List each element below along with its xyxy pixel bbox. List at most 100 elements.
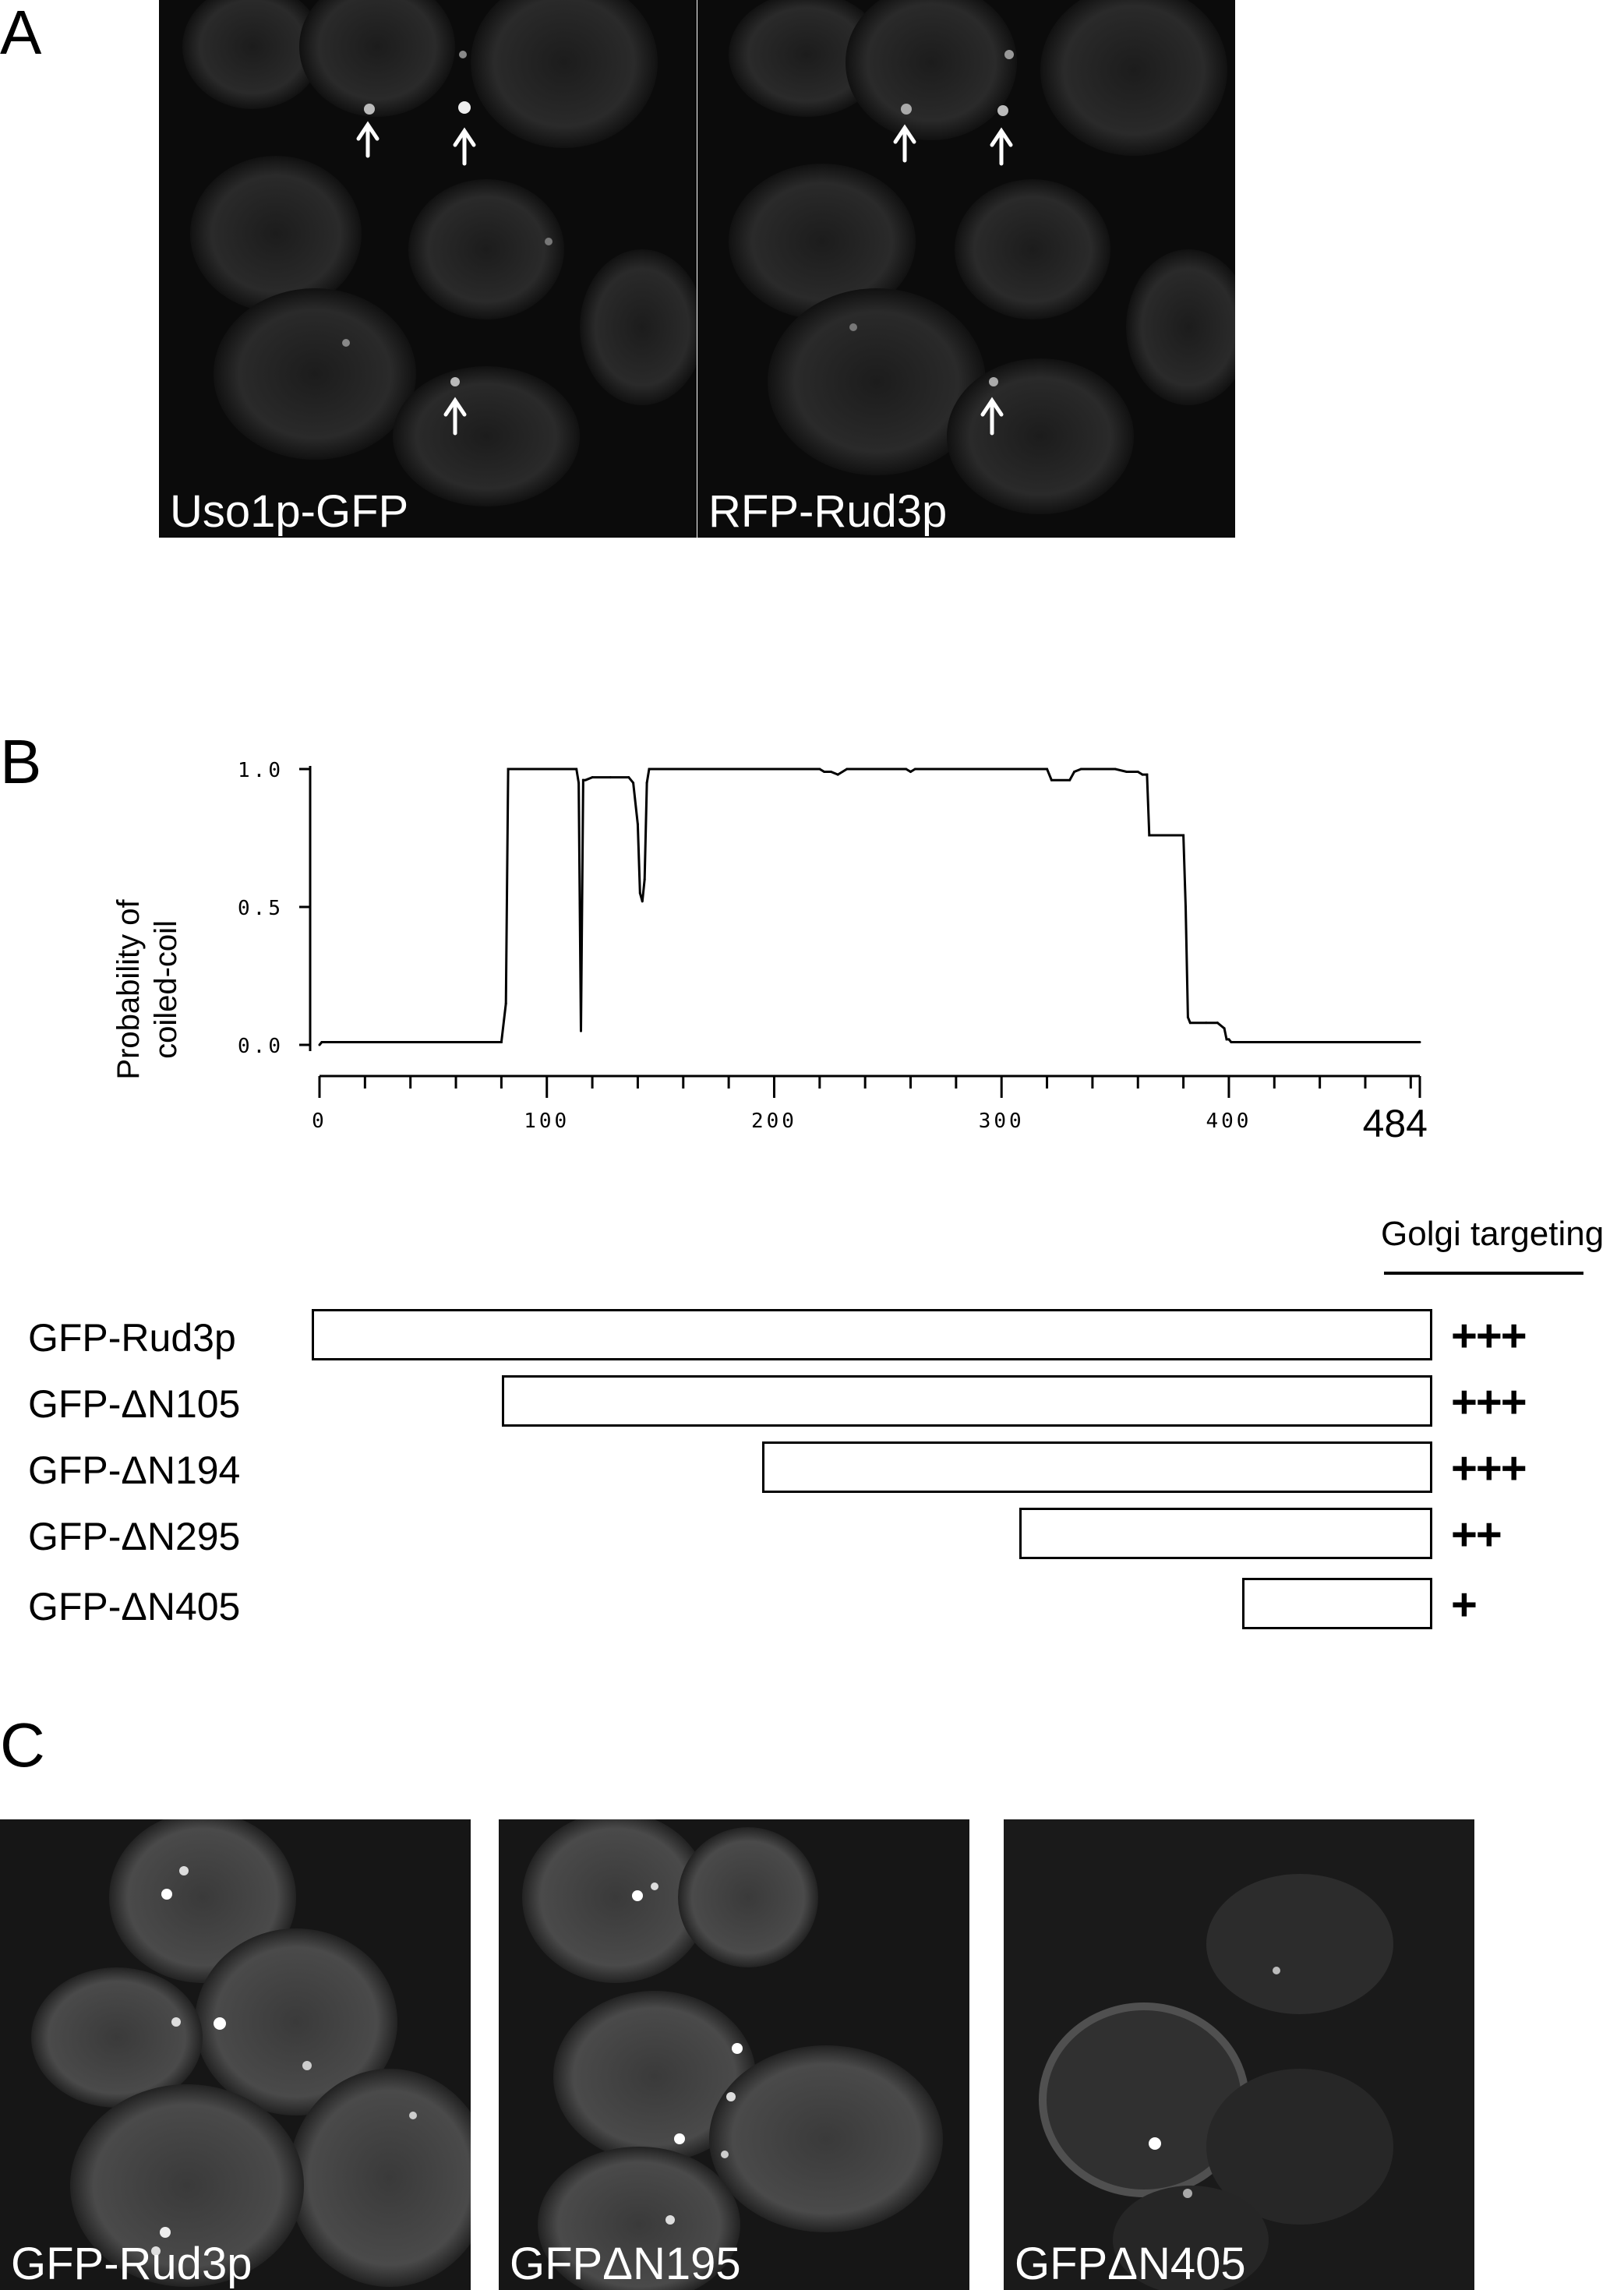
data-point (1091, 767, 1094, 771)
golgi-targeting-score: +++ (1451, 1377, 1527, 1427)
panel-label-a: A (0, 0, 42, 67)
data-point (638, 891, 641, 894)
micrograph-caption: GFPΔN405 (1015, 2239, 1246, 2289)
data-point (632, 782, 635, 785)
coiled-coil-series-line (318, 767, 1420, 1046)
data-point (581, 778, 584, 782)
data-point (905, 767, 908, 771)
data-point (636, 823, 639, 826)
data-point (1148, 834, 1151, 837)
data-point (318, 1043, 321, 1046)
data-point (1125, 771, 1128, 774)
x-tick-label: 400 (1206, 1110, 1252, 1133)
micrograph-caption: GFPΔN195 (510, 2239, 741, 2289)
golgi-targeting-header: Golgi targeting (1381, 1215, 1605, 1253)
golgi-targeting-score: +++ (1451, 1443, 1527, 1494)
data-point (772, 767, 775, 771)
x-tick-label: 300 (979, 1110, 1025, 1133)
data-point (648, 767, 651, 771)
construct-bar (502, 1375, 1432, 1427)
data-point (1000, 767, 1003, 771)
cell-texture (182, 0, 697, 506)
micrograph-gfp-rud3p: GFP-Rud3p (0, 1819, 471, 2290)
x-tick-label: 100 (524, 1110, 570, 1133)
data-point (829, 771, 832, 774)
cell-texture (1039, 1874, 1393, 2290)
data-point (507, 767, 510, 771)
data-point (913, 767, 916, 771)
y-axis-label: Probability of (111, 899, 146, 1080)
data-point (846, 767, 849, 771)
golgi-targeting-score: +++ (1451, 1311, 1527, 1361)
micrograph-rfp-rud3p: RFP-Rud3p (697, 0, 1235, 538)
data-point (823, 771, 826, 774)
data-point (1079, 767, 1082, 771)
data-point (579, 1029, 582, 1032)
cell-texture (522, 1819, 943, 2290)
cell-texture (31, 1819, 471, 2287)
data-point (1341, 1040, 1344, 1043)
data-point (645, 782, 648, 785)
data-point (955, 767, 958, 771)
micrograph-caption: RFP-Rud3p (708, 486, 948, 537)
data-point (320, 1040, 323, 1043)
data-point (609, 776, 612, 779)
chart-axes: 0.0 0.5 1.0 0 100 200 300 400 484 (238, 759, 1428, 1145)
data-point (1227, 1038, 1230, 1041)
data-point (1223, 1027, 1226, 1030)
data-point (1073, 771, 1076, 774)
data-point (1225, 1038, 1228, 1041)
data-point (1205, 1022, 1208, 1025)
data-point (591, 776, 594, 779)
data-point (1141, 773, 1144, 776)
data-point (1114, 767, 1117, 771)
y-axis-label: coiled-coil (149, 920, 183, 1059)
construct-label: GFP-ΔN295 (28, 1515, 241, 1558)
micrograph-gfp-dn405: GFPΔN405 (1004, 1819, 1474, 2290)
data-point (1182, 834, 1185, 837)
data-point (1239, 1040, 1242, 1043)
construct-label: GFP-ΔN194 (28, 1448, 241, 1492)
data-point (1050, 778, 1053, 782)
data-point (909, 771, 913, 774)
data-point (575, 767, 578, 771)
data-point (1186, 1016, 1189, 1019)
data-point (1230, 1040, 1233, 1043)
construct-bar (761, 1441, 1432, 1493)
micrograph-uso1p-gfp: Uso1p-GFP (159, 0, 697, 538)
data-point (1184, 905, 1188, 909)
data-point (682, 767, 685, 771)
micrograph-caption: Uso1p-GFP (170, 486, 409, 537)
panel-label-b: B (0, 727, 42, 796)
data-point (1273, 1040, 1276, 1043)
micrograph-caption: GFP-Rud3p (11, 2239, 252, 2289)
data-point (886, 767, 889, 771)
x-end-label: 484 (1363, 1102, 1428, 1145)
golgi-targeting-score: ++ (1451, 1509, 1502, 1560)
golgi-targeting-rule (1384, 1272, 1583, 1275)
data-point (1146, 773, 1149, 776)
data-point (1216, 1022, 1219, 1025)
coiled-coil-chart: 0.0 0.5 1.0 0 100 200 300 400 484 Probability of… (111, 759, 1428, 1145)
y-tick-label: 0.0 (238, 1035, 284, 1058)
data-point (1136, 771, 1139, 774)
data-point (584, 778, 587, 782)
construct-label: GFP-Rud3p (28, 1316, 236, 1360)
data-point (818, 767, 821, 771)
construct-bar (1241, 1578, 1432, 1629)
panel-label-c: C (0, 1710, 45, 1780)
data-point (577, 782, 581, 785)
data-point (1418, 1040, 1421, 1043)
y-tick-label: 0.5 (238, 897, 284, 920)
data-point (643, 878, 646, 881)
y-tick-label: 1.0 (238, 759, 284, 782)
data-point (1159, 834, 1162, 837)
arrow-icons (893, 124, 1013, 436)
micrograph-gfp-dn195: GFPΔN195 (499, 1819, 969, 2290)
data-point (500, 1040, 503, 1043)
data-point (504, 1002, 507, 1005)
data-point (545, 767, 549, 771)
construct-label: GFP-ΔN405 (28, 1585, 241, 1628)
construct-bar (312, 1309, 1432, 1360)
data-point (641, 900, 644, 903)
